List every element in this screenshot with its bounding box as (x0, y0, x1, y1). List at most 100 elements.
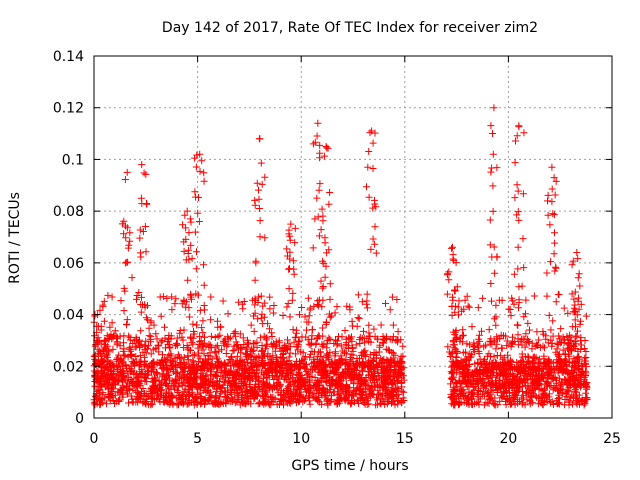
data-point (373, 394, 380, 402)
data-point (326, 189, 334, 196)
data-point (313, 132, 321, 140)
data-point (380, 369, 388, 377)
data-point (304, 369, 312, 377)
data-point (375, 348, 383, 356)
data-point (455, 400, 463, 408)
data-point (398, 365, 406, 373)
data-point (200, 281, 208, 289)
data-point (153, 335, 161, 343)
data-point (388, 293, 396, 301)
data-point (260, 332, 268, 340)
data-point (571, 387, 579, 395)
data-point (490, 243, 498, 251)
data-point (320, 340, 328, 348)
data-point (529, 360, 537, 368)
data-point (186, 215, 194, 223)
data-point (287, 220, 295, 228)
data-point (515, 364, 523, 372)
data-point (511, 159, 519, 167)
data-point (522, 310, 529, 318)
data-point (255, 383, 263, 390)
data-point (520, 313, 528, 321)
data-point (389, 333, 397, 341)
data-point (548, 340, 556, 348)
data-point (194, 399, 202, 406)
data-point (510, 300, 518, 308)
data-point (171, 375, 179, 383)
data-point (449, 341, 457, 349)
data-point (284, 336, 291, 344)
data-point (576, 320, 584, 328)
data-point (356, 386, 364, 394)
data-point (506, 372, 514, 380)
data-point (386, 347, 393, 355)
data-point (489, 182, 497, 190)
data-point (262, 367, 270, 375)
data-point (159, 398, 167, 406)
data-point (337, 352, 345, 360)
data-point (361, 362, 369, 370)
data-point (559, 346, 567, 354)
data-point (182, 364, 190, 372)
data-point (574, 255, 582, 263)
data-point (531, 385, 539, 393)
data-point (306, 353, 314, 361)
data-point (170, 357, 178, 365)
data-point (319, 212, 327, 220)
data-point (381, 379, 389, 387)
data-point (177, 355, 185, 363)
data-point (236, 343, 244, 351)
data-point (346, 303, 354, 311)
data-point (152, 330, 160, 338)
data-point (191, 228, 199, 236)
data-point (568, 359, 576, 367)
data-point (285, 285, 293, 293)
data-point (378, 359, 386, 367)
data-point (321, 239, 329, 247)
axis-ticks: 0 5 10 15 20 25 0 0.02 0.04 0.06 0.08 0.1 0.12 0.14 (53, 49, 621, 447)
data-point (279, 354, 287, 362)
data-point (193, 151, 201, 159)
data-point (184, 352, 192, 360)
data-point (146, 336, 154, 344)
data-point (370, 325, 378, 333)
data-point (237, 396, 245, 404)
data-point (546, 358, 554, 366)
data-point (492, 345, 500, 353)
data-point (354, 314, 362, 322)
data-point (162, 388, 170, 396)
data-point (171, 300, 179, 308)
data-point (571, 316, 579, 324)
data-point (489, 359, 497, 367)
data-point (503, 342, 511, 350)
data-point (320, 259, 328, 267)
data-point (167, 356, 175, 364)
data-point (557, 378, 565, 386)
data-point (544, 197, 551, 205)
data-point (551, 229, 558, 237)
data-point (199, 317, 207, 325)
data-point (283, 245, 291, 253)
data-point (369, 139, 377, 147)
data-point (346, 370, 353, 378)
data-point (363, 290, 371, 298)
data-point (362, 353, 370, 360)
data-point (312, 339, 320, 347)
data-point (530, 354, 538, 362)
data-point (520, 264, 528, 272)
data-point (135, 338, 143, 346)
data-point (145, 332, 153, 340)
data-point (235, 298, 243, 306)
data-point (319, 283, 327, 290)
data-point (144, 393, 152, 401)
data-point (511, 401, 519, 409)
data-point (94, 395, 102, 402)
data-point (492, 313, 500, 321)
data-point (224, 340, 232, 348)
data-point (305, 318, 313, 326)
data-point (300, 355, 308, 363)
data-point (369, 204, 377, 212)
data-point (462, 380, 470, 388)
data-point (303, 326, 310, 334)
data-point (321, 393, 329, 401)
